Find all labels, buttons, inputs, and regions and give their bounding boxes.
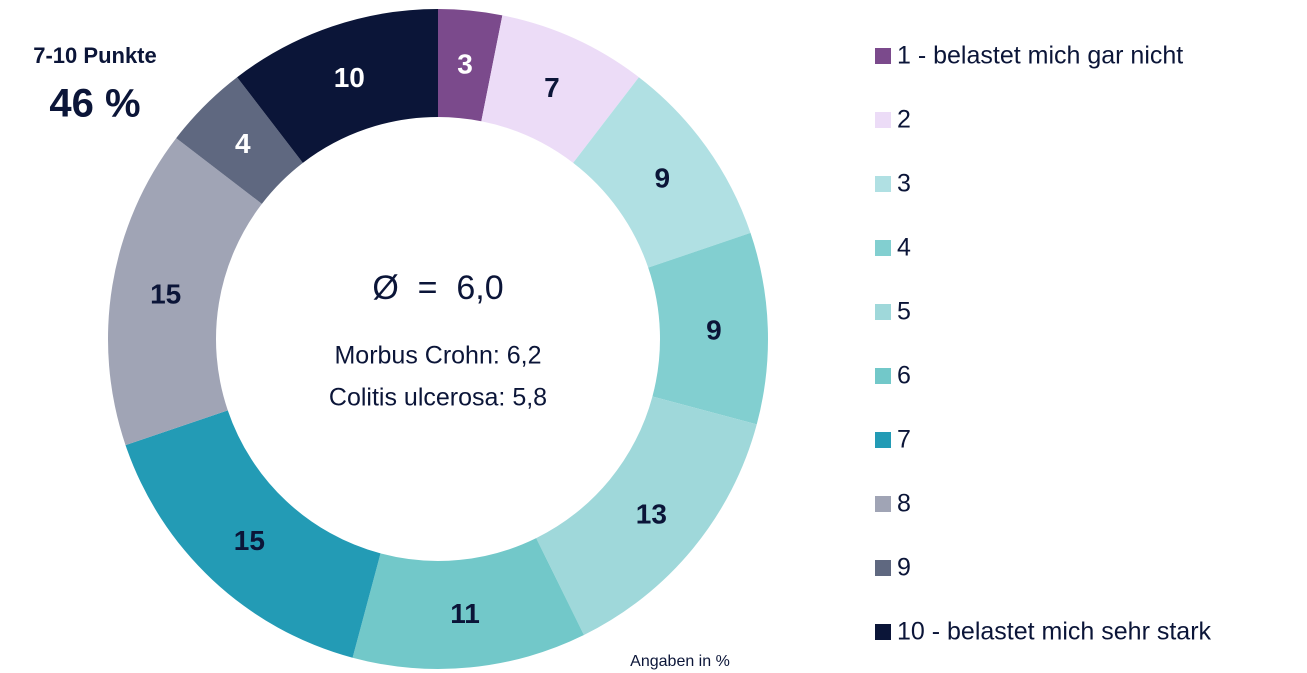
donut-segment bbox=[237, 9, 438, 163]
donut-segment bbox=[438, 9, 503, 122]
donut-segment bbox=[176, 77, 303, 204]
center-line: Morbus Crohn: 6,2 bbox=[334, 342, 541, 370]
legend-swatch bbox=[875, 304, 891, 320]
annotation-value: 46 % bbox=[49, 82, 140, 126]
legend-label: 9 bbox=[897, 554, 911, 582]
donut-segment bbox=[481, 15, 639, 163]
legend-label: 10 - belastet mich sehr stark bbox=[897, 618, 1212, 646]
data-label: 15 bbox=[234, 525, 265, 556]
donut-segment bbox=[352, 538, 584, 669]
donut-segment bbox=[107, 138, 262, 446]
legend-swatch bbox=[875, 624, 891, 640]
donut-segment bbox=[573, 77, 751, 268]
data-label: 9 bbox=[706, 314, 722, 345]
data-label: 3 bbox=[457, 49, 473, 80]
data-label: 15 bbox=[150, 278, 181, 309]
legend-label: 7 bbox=[897, 426, 911, 454]
annotation-title: 7-10 Punkte bbox=[33, 43, 157, 68]
data-label: 9 bbox=[655, 163, 671, 194]
donut-segment bbox=[648, 232, 768, 425]
legend-label: 1 - belastet mich gar nicht bbox=[897, 42, 1183, 70]
legend-label: 2 bbox=[897, 106, 911, 134]
center-title: Ø = 6,0 bbox=[372, 269, 503, 307]
legend-swatch bbox=[875, 560, 891, 576]
note: Angaben in % bbox=[630, 653, 730, 670]
data-label: 11 bbox=[450, 598, 480, 629]
legend-swatch bbox=[875, 432, 891, 448]
legend-swatch bbox=[875, 368, 891, 384]
legend-swatch bbox=[875, 176, 891, 192]
legend-label: 5 bbox=[897, 298, 911, 326]
legend-swatch bbox=[875, 240, 891, 256]
data-label: 7 bbox=[544, 72, 560, 103]
legend-swatch bbox=[875, 112, 891, 128]
legend-label: 6 bbox=[897, 362, 911, 390]
legend-label: 8 bbox=[897, 490, 911, 518]
legend-swatch bbox=[875, 48, 891, 64]
data-label: 4 bbox=[235, 128, 251, 159]
donut-segment bbox=[536, 396, 757, 635]
legend-swatch bbox=[875, 496, 891, 512]
center-line: Colitis ulcerosa: 5,8 bbox=[329, 384, 547, 412]
legend-label: 3 bbox=[897, 170, 911, 198]
data-label: 10 bbox=[334, 62, 365, 93]
donut-segment bbox=[125, 410, 381, 658]
legend-label: 4 bbox=[897, 234, 911, 262]
data-label: 13 bbox=[636, 498, 667, 529]
